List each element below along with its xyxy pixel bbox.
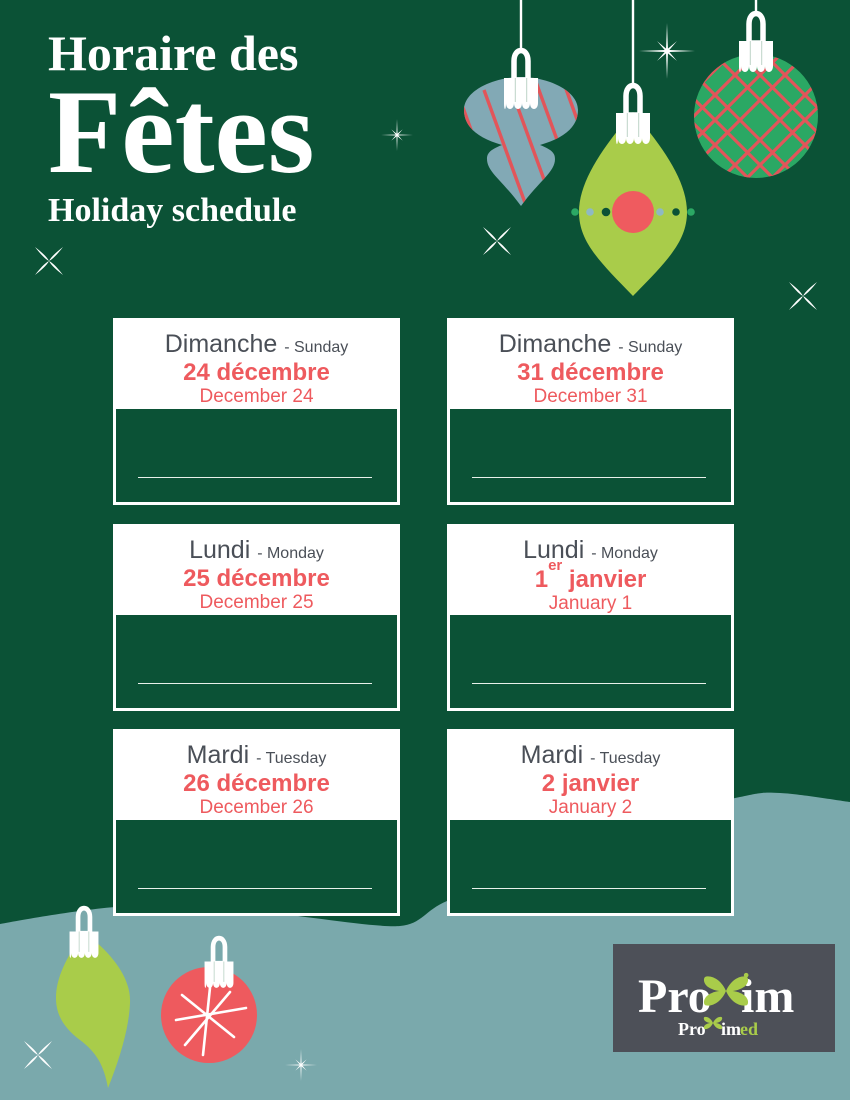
svg-text:ed: ed — [740, 1019, 758, 1039]
svg-text:im: im — [721, 1019, 741, 1039]
svg-text:Pro: Pro — [678, 1019, 706, 1039]
svg-text:Pro: Pro — [638, 970, 712, 1023]
svg-text:im: im — [741, 970, 794, 1023]
